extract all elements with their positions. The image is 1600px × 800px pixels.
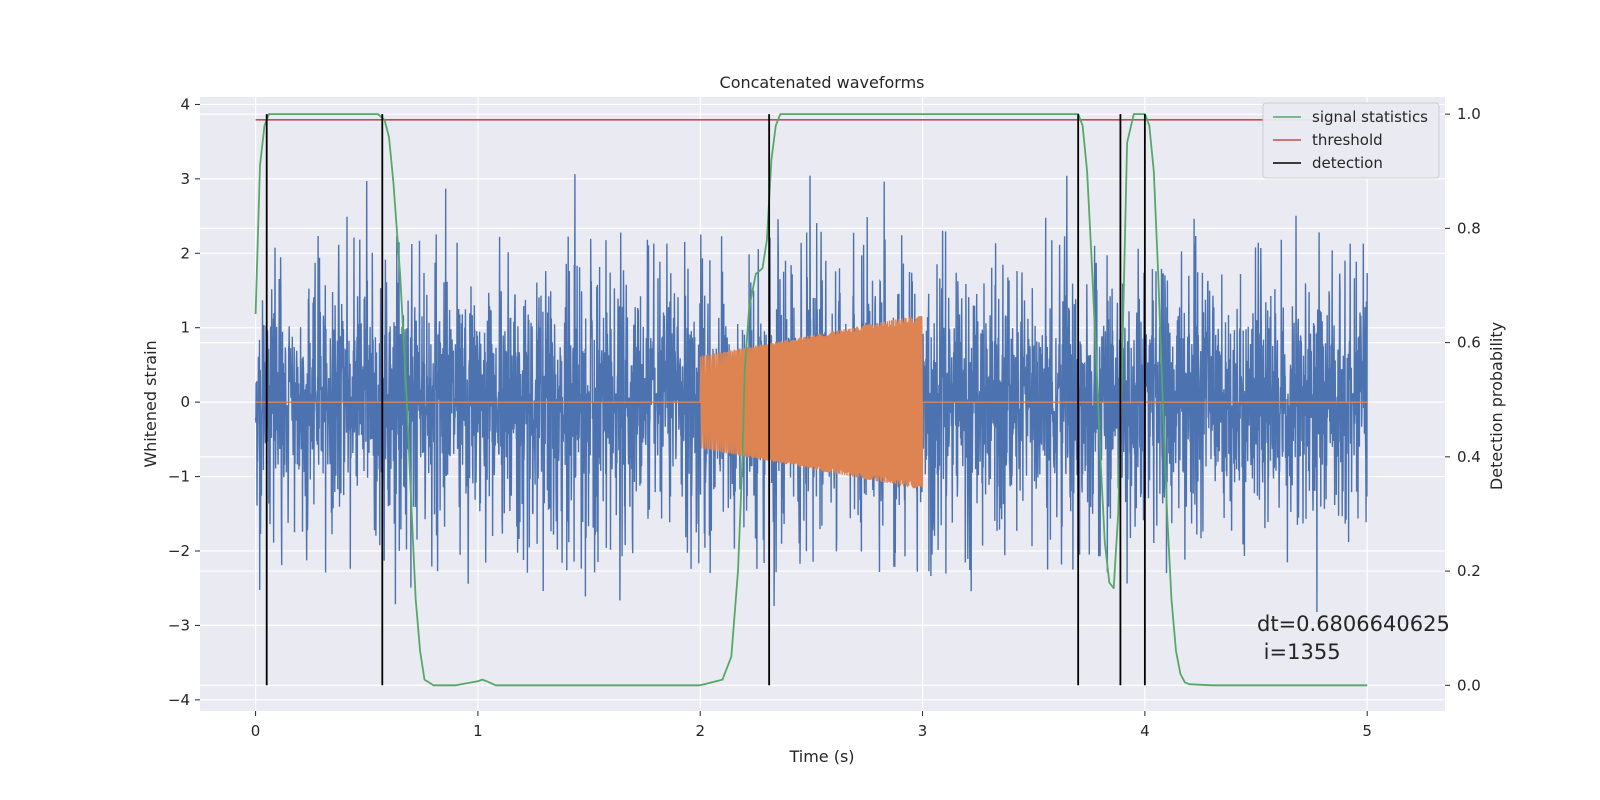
series-line-signal-statistics (254, 113, 1368, 687)
tick-layer: 0 1 2 3 4 5 −4 −3 −2 −1 0 1 2 3 4 0.0 0.2 0.4 0.6 0.8 1.0 (168, 95, 1481, 740)
y2-tick-label: 0.0 (1457, 676, 1481, 694)
x-axis-label: Time (s) (788, 747, 854, 766)
x-tick-label: 2 (695, 722, 705, 740)
y-tick-label: −1 (168, 468, 190, 486)
y2-axis-label: Detection probability (1487, 322, 1506, 490)
legend-label-signal-statistics: signal statistics (1312, 108, 1428, 126)
x-tick-label: 4 (1140, 722, 1150, 740)
y2-tick-label: 0.2 (1457, 562, 1481, 580)
y2-tick-label: 0.4 (1457, 448, 1481, 466)
y-tick-label: −4 (168, 691, 190, 709)
chart-title: Concatenated waveforms (720, 73, 925, 92)
y-tick-label: 3 (180, 170, 190, 188)
x-tick-label: 5 (1362, 722, 1372, 740)
x-tick-label: 3 (918, 722, 928, 740)
annotation-i: i=1355 (1257, 640, 1341, 664)
legend-label-detection: detection (1312, 154, 1383, 172)
series-line-waveform (255, 315, 1368, 489)
legend-label-threshold: threshold (1312, 131, 1383, 149)
annotation-dt: dt=0.6806640625 (1257, 612, 1450, 636)
y2-tick-label: 0.6 (1457, 334, 1481, 352)
y2-tick-label: 0.8 (1457, 219, 1481, 237)
y2-tick-label: 1.0 (1457, 105, 1481, 123)
x-tick-label: 0 (251, 722, 261, 740)
x-tick-label: 1 (473, 722, 483, 740)
y-tick-label: 4 (180, 95, 190, 113)
y-tick-label: 2 (180, 244, 190, 262)
y-tick-label: 1 (180, 319, 190, 337)
y-tick-label: −3 (168, 616, 190, 634)
y-tick-label: 0 (180, 393, 190, 411)
data-layer (254, 113, 1368, 687)
legend: signal statistics threshold detection (1262, 102, 1440, 179)
y-tick-label: −2 (168, 542, 190, 560)
y-axis-label: Whitened strain (141, 340, 160, 467)
